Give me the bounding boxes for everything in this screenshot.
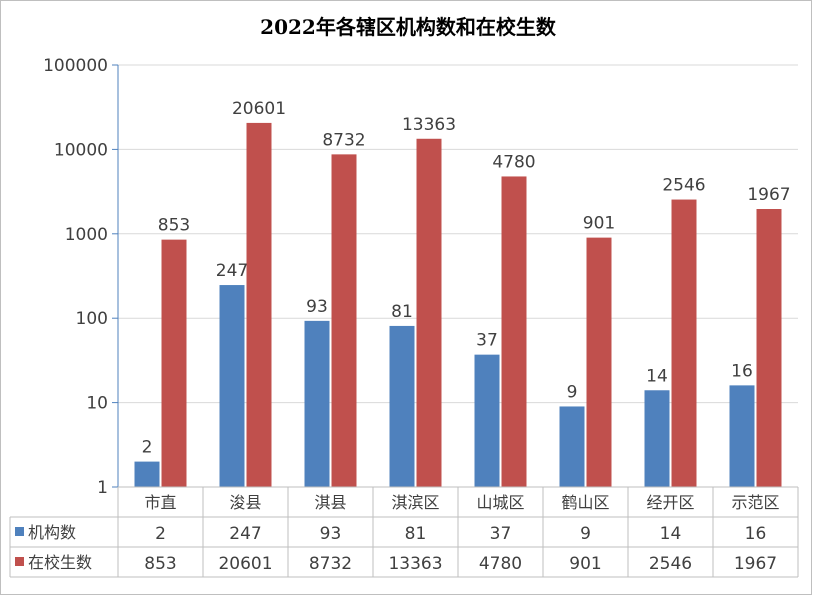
y-tick-label: 1 <box>97 478 108 498</box>
bar-institutions <box>219 285 245 487</box>
chart-title: 2022年各辖区机构数和在校生数 <box>260 15 557 39</box>
legend-key <box>15 527 24 536</box>
table-cell: 9 <box>580 524 591 544</box>
data-label: 247 <box>216 261 248 281</box>
y-axis: 1 10 100 1000 10000 100000 <box>43 56 119 498</box>
table-cell: 13363 <box>388 554 442 574</box>
bar-students <box>331 154 357 487</box>
series-name: 机构数 <box>28 523 76 542</box>
data-label: 901 <box>583 214 615 234</box>
category-label: 浚县 <box>229 493 261 512</box>
data-label: 8732 <box>322 130 365 150</box>
bar-institutions <box>389 325 415 487</box>
bar-students <box>756 209 782 487</box>
category-label: 淇滨区 <box>391 493 439 512</box>
y-tick-label: 100 <box>76 309 108 329</box>
legend-key <box>15 557 24 566</box>
bar-students <box>586 237 612 487</box>
bar-students <box>161 239 187 487</box>
table-cell: 901 <box>569 554 601 574</box>
data-label: 13363 <box>402 115 456 135</box>
table-cell: 4780 <box>479 554 522 574</box>
table-cell: 8732 <box>309 554 352 574</box>
bar-institutions <box>474 354 500 487</box>
bar-students <box>501 176 527 487</box>
data-label: 93 <box>306 297 328 317</box>
table-cell: 1967 <box>734 554 777 574</box>
category-label: 示范区 <box>731 493 779 512</box>
category-label: 市直 <box>144 493 176 512</box>
bars <box>134 122 782 488</box>
category-label: 淇县 <box>314 493 346 512</box>
data-label: 2 <box>142 438 153 458</box>
bar-students <box>671 199 697 488</box>
data-labels: 2 853 247 20601 93 8732 81 13363 37 4780 9 901 14 254… <box>142 99 791 458</box>
data-label: 81 <box>391 302 413 322</box>
data-label: 2546 <box>662 176 705 196</box>
bar-students <box>416 138 442 487</box>
y-tick-label: 10000 <box>54 140 108 160</box>
bar-institutions <box>134 461 160 487</box>
bar-students <box>246 122 272 487</box>
table-cell: 2546 <box>649 554 692 574</box>
table-cell: 16 <box>745 524 767 544</box>
data-label: 853 <box>158 216 190 236</box>
data-label: 9 <box>567 382 578 402</box>
table-cell: 93 <box>320 524 342 544</box>
data-label: 37 <box>476 331 498 351</box>
table-cell: 853 <box>144 554 176 574</box>
category-label: 山城区 <box>476 493 524 512</box>
y-tick-label: 100000 <box>43 56 108 76</box>
table-cell: 2 <box>155 524 166 544</box>
bar-institutions <box>644 390 670 487</box>
data-label: 1967 <box>747 185 790 205</box>
category-label: 鹤山区 <box>561 493 609 512</box>
table-cell: 14 <box>660 524 682 544</box>
data-label: 16 <box>731 361 753 381</box>
table-cell: 247 <box>229 524 261 544</box>
y-tick-label: 10 <box>86 394 108 414</box>
data-label: 14 <box>646 366 668 386</box>
table-cell: 37 <box>490 524 512 544</box>
bar-institutions <box>729 385 755 487</box>
bar-institutions <box>304 320 330 487</box>
table-cell: 20601 <box>218 554 272 574</box>
series-name: 在校生数 <box>28 553 92 572</box>
data-label: 4780 <box>492 152 535 172</box>
category-label: 经开区 <box>646 493 694 512</box>
data-label: 20601 <box>232 99 286 119</box>
table-cell: 81 <box>405 524 427 544</box>
bar-institutions <box>559 406 585 487</box>
y-tick-label: 1000 <box>65 225 108 245</box>
